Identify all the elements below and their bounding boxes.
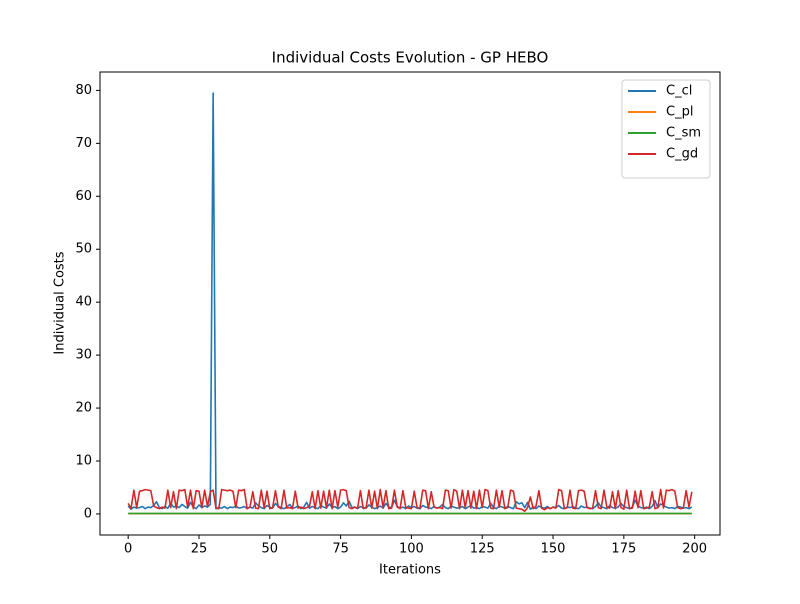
x-tick-label: 0 [124, 542, 132, 557]
y-tick-label: 80 [75, 83, 92, 98]
y-tick-label: 30 [75, 348, 92, 363]
x-tick-label: 200 [682, 542, 707, 557]
y-axis-label: Individual Costs [53, 251, 68, 354]
x-tick-label: 25 [191, 542, 208, 557]
legend-label: C_sm [666, 126, 701, 141]
legend: C_cl C_pl C_sm C_gd [621, 79, 711, 179]
x-tick-label: 125 [470, 542, 495, 557]
legend-label: C_gd [666, 147, 698, 162]
x-tick-label: 75 [332, 542, 349, 557]
chart-title: Individual Costs Evolution - GP HEBO [272, 49, 549, 67]
legend-label: C_pl [666, 105, 693, 120]
x-tick-label: 50 [262, 542, 279, 557]
x-tick-label: 150 [541, 542, 566, 557]
x-axis-label: Iterations [379, 563, 441, 578]
x-tick-label: 100 [399, 542, 424, 557]
legend-label: C_cl [666, 84, 692, 99]
y-tick-label: 40 [75, 295, 92, 310]
y-tick-label: 20 [75, 401, 92, 416]
plot-area [127, 92, 693, 515]
y-tick-label: 70 [75, 136, 92, 151]
axes-frame [99, 71, 721, 536]
y-tick-label: 60 [75, 189, 92, 204]
x-tick-label: 175 [611, 542, 636, 557]
y-tick-label: 0 [84, 506, 92, 521]
y-tick-label: 50 [75, 242, 92, 257]
y-tick-label: 10 [75, 454, 92, 469]
series-line [127, 488, 693, 513]
